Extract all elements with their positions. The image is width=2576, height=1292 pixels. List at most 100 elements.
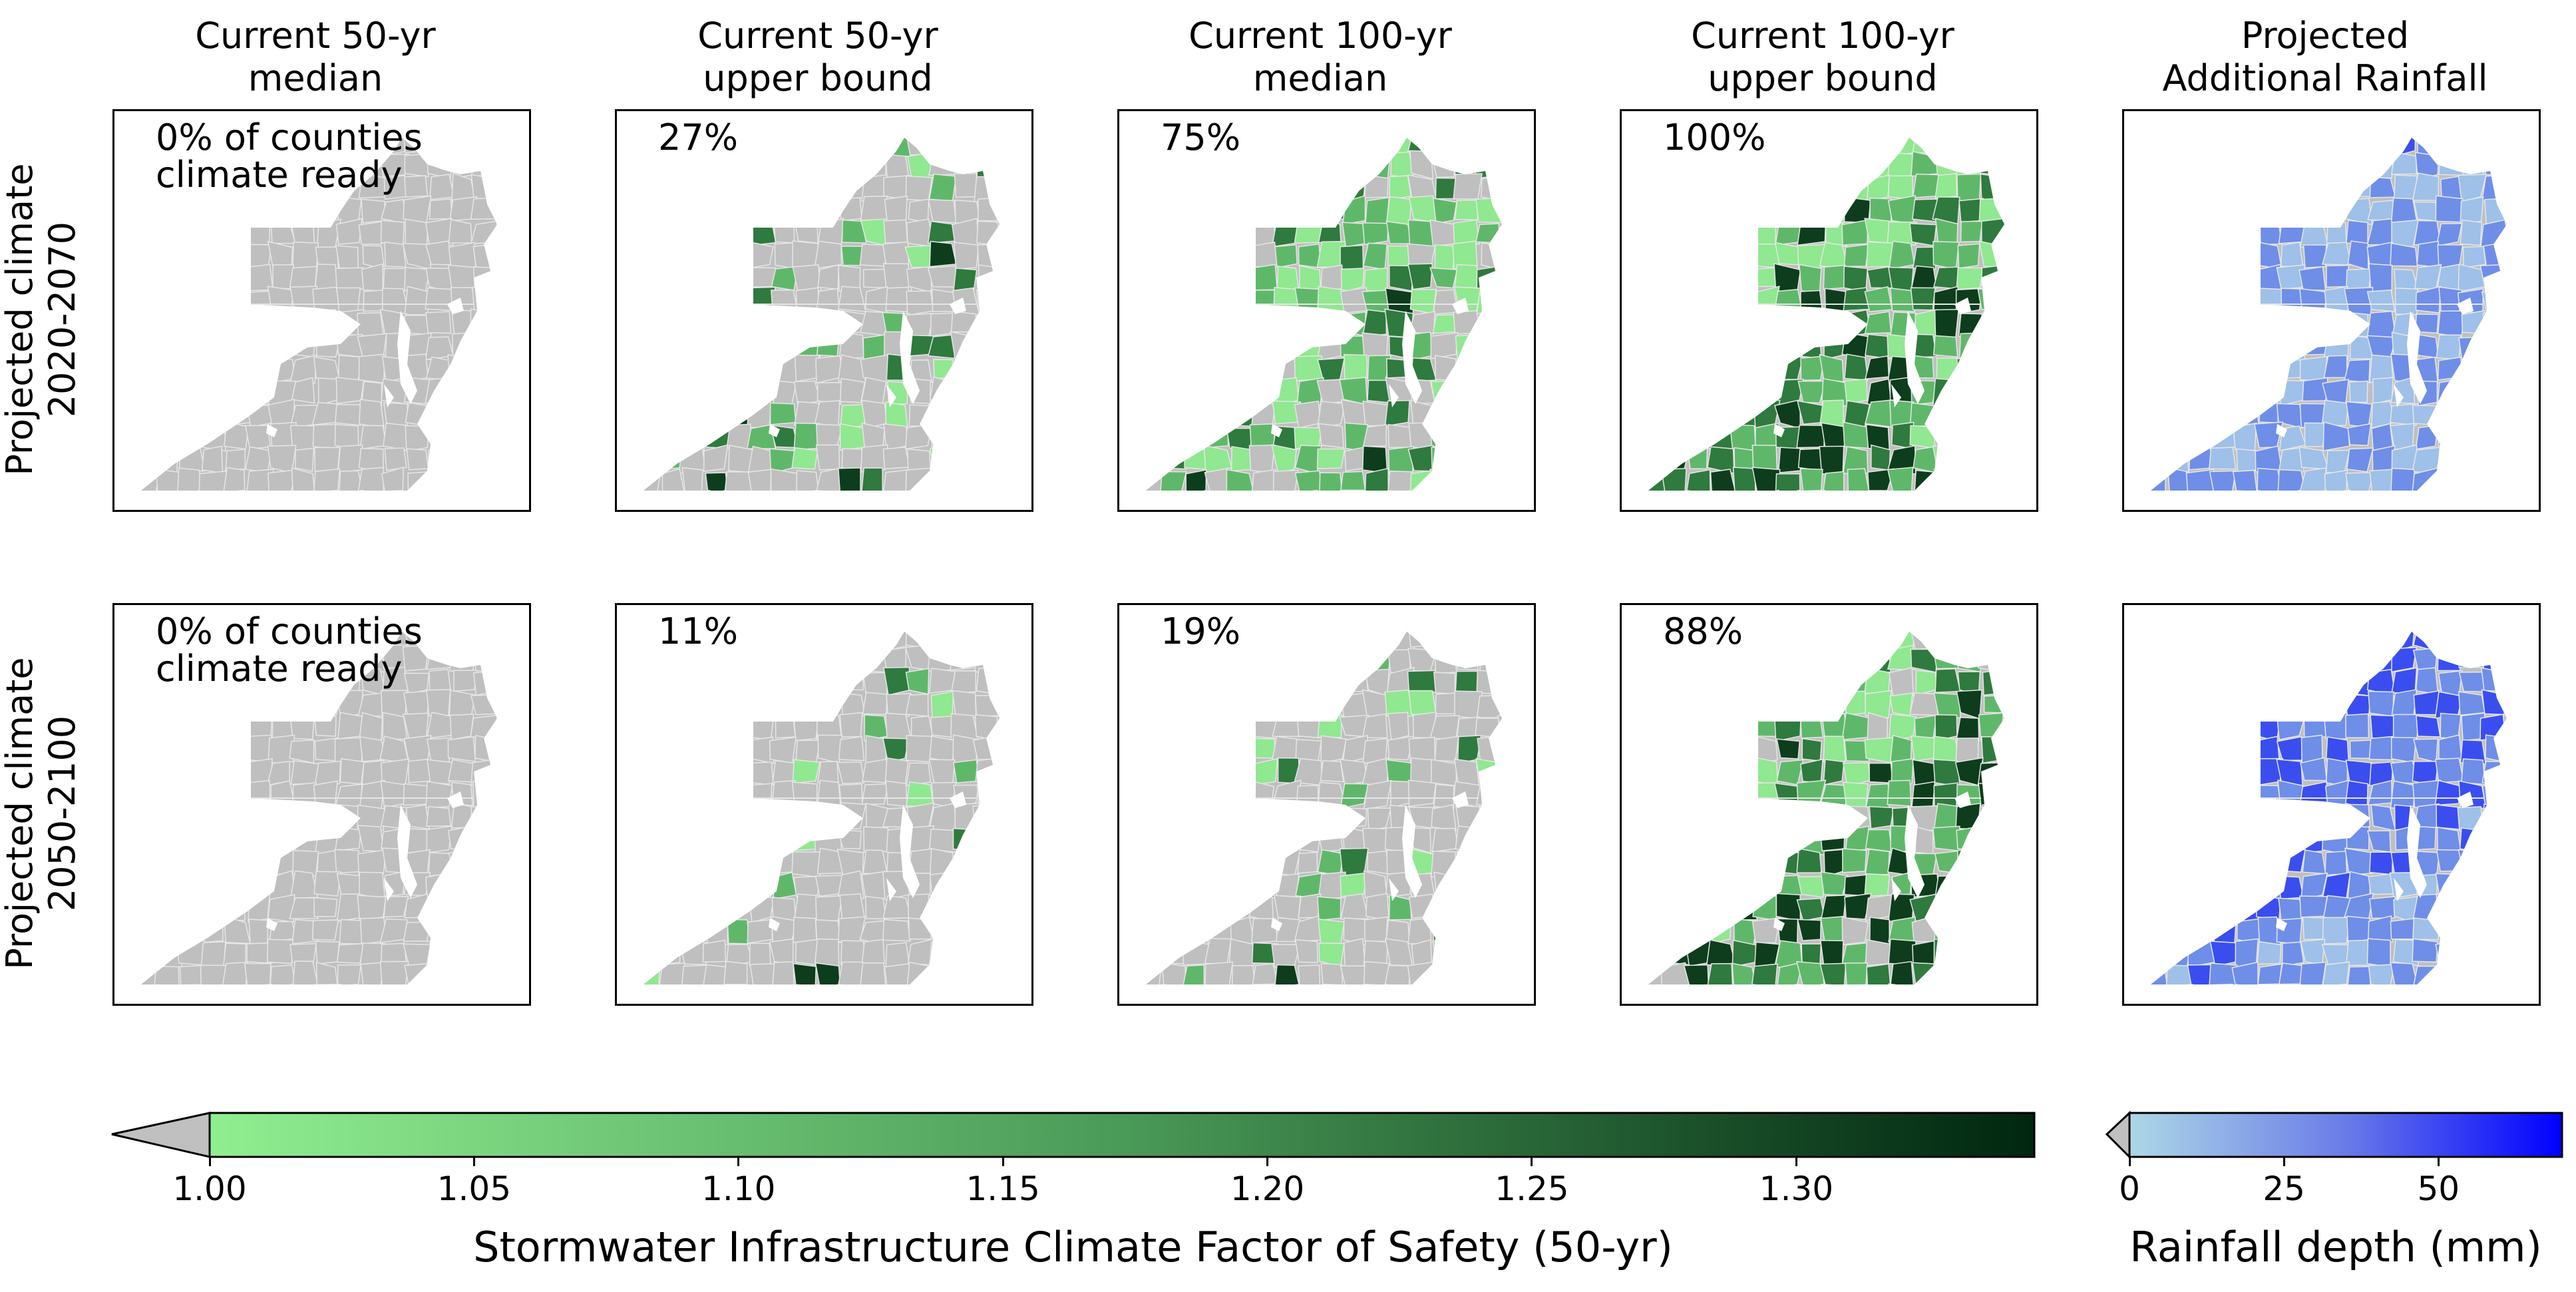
county: [493, 152, 497, 180]
county: [337, 444, 364, 474]
county: [1844, 893, 1872, 920]
county: [2344, 847, 2374, 875]
county: [201, 850, 224, 876]
county: [1429, 469, 1455, 491]
county: [1477, 735, 1502, 763]
county: [2163, 632, 2193, 650]
county: [996, 691, 1000, 720]
county: [1295, 739, 1322, 762]
county: [1455, 334, 1482, 359]
county: [1982, 492, 2004, 510]
county: [1753, 829, 1776, 853]
county: [1664, 400, 1691, 429]
county: [998, 940, 1000, 967]
county: [2278, 489, 2305, 491]
county: [2209, 941, 2238, 967]
county: [1909, 223, 1937, 246]
county: [1752, 804, 1779, 828]
county: [1274, 690, 1302, 720]
county: [1146, 894, 1164, 923]
county: [2435, 632, 2464, 647]
county: [2503, 667, 2507, 696]
county: [1864, 873, 1891, 897]
county: [769, 335, 799, 360]
county: [1870, 493, 1892, 510]
county: [644, 847, 661, 878]
county: [883, 495, 912, 510]
climate-ready-percent: 0% of counties climate ready: [156, 613, 423, 688]
county: [313, 716, 337, 737]
county: [1648, 266, 1667, 294]
county: [449, 645, 478, 673]
county: [1773, 648, 1799, 671]
county: [204, 403, 228, 428]
county: [1865, 423, 1891, 451]
county: [2322, 644, 2351, 671]
county: [158, 849, 182, 875]
county: [2321, 399, 2349, 427]
county: [335, 245, 359, 269]
county: [141, 780, 158, 805]
county: [1317, 196, 1346, 224]
county: [882, 647, 906, 671]
county: [2257, 467, 2284, 491]
county: [950, 490, 975, 491]
water-body: [266, 424, 277, 437]
county: [996, 874, 1000, 899]
county: [999, 196, 1000, 223]
county: [2151, 895, 2171, 922]
county: [1159, 850, 1189, 877]
county: [2151, 354, 2166, 381]
column-title-line2: upper bound: [703, 57, 933, 99]
county: [1001, 494, 1022, 510]
county: [1980, 264, 2004, 290]
county: [1146, 222, 1163, 248]
county: [2253, 195, 2281, 222]
county: [976, 152, 1000, 178]
county: [1146, 138, 1161, 155]
county: [2323, 355, 2348, 379]
county: [202, 736, 229, 762]
county: [290, 760, 319, 785]
county: [1864, 286, 1893, 312]
water-body: [1402, 311, 1422, 404]
county: [1362, 424, 1387, 447]
county: [997, 401, 1000, 427]
county: [749, 150, 775, 180]
county: [1843, 632, 1871, 652]
county: [1819, 963, 1847, 984]
county: [404, 494, 432, 510]
county: [773, 220, 795, 244]
county: [839, 712, 863, 738]
county: [495, 495, 520, 510]
county: [1732, 963, 1757, 984]
county: [1206, 736, 1234, 762]
county: [1706, 893, 1736, 919]
county: [727, 196, 752, 225]
county: [2348, 150, 2370, 180]
county: [1146, 382, 1165, 407]
county: [429, 941, 453, 969]
county: [2215, 493, 2235, 510]
climate-ready-percent: 19%: [1161, 613, 1240, 650]
county: [2002, 825, 2004, 853]
column-title-3: Current 100-yr median: [1087, 15, 1553, 100]
county: [1706, 422, 1734, 451]
county: [1956, 357, 1984, 384]
climate-ready-percent: 0% of counties climate ready: [156, 119, 423, 194]
county: [978, 197, 1000, 222]
county: [1226, 263, 1255, 292]
county: [930, 941, 956, 963]
county: [1273, 198, 1301, 222]
county: [679, 286, 709, 316]
county: [449, 632, 474, 650]
county: [2505, 894, 2507, 923]
county: [2481, 290, 2507, 314]
county: [1820, 805, 1844, 829]
county: [2185, 644, 2214, 672]
percent-text: 0% of counties: [156, 116, 423, 158]
county: [1729, 357, 1759, 384]
county: [1684, 174, 1713, 203]
county: [176, 827, 206, 855]
county: [908, 404, 930, 427]
